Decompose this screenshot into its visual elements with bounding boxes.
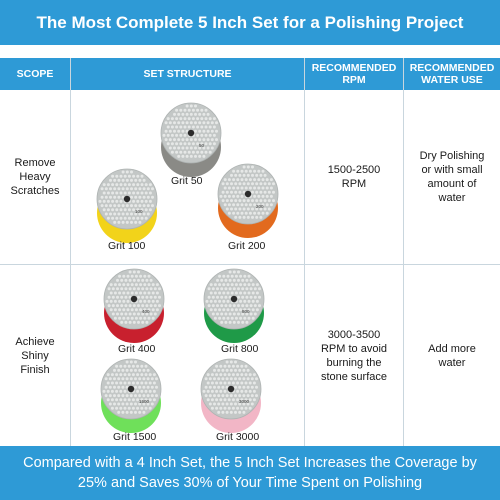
row-divider [0,264,500,265]
pad-center-hole [123,195,131,203]
header-scope: SCOPE [0,58,70,90]
title-banner: The Most Complete 5 Inch Set for a Polis… [0,0,500,45]
pad-dot-texture [98,170,154,224]
row2-water-use: Add more water [428,342,476,369]
pad-grit-number: 50 [199,143,205,148]
pad-grit-number: 1500 [139,399,150,404]
header-set-structure: SET STRUCTURE [71,58,304,90]
column-divider [304,58,305,446]
header-rpm: RECOMMENDED RPM [305,58,403,90]
grit-label: Grit 800 [221,343,259,355]
pad-graphic: 50 [160,102,222,177]
pad-dot-texture [105,270,161,324]
grit-label: Grit 100 [108,240,146,252]
pad-graphic: 800 [203,268,265,343]
footer-banner: Compared with a 4 Inch Set, the 5 Inch S… [0,446,500,500]
row2-scope: Achieve Shiny Finish [15,335,55,376]
page-title: The Most Complete 5 Inch Set for a Polis… [36,12,464,32]
pad-graphic: 100 [96,168,158,243]
footer-text: Compared with a 4 Inch Set, the 5 Inch S… [23,455,477,491]
pad-grit-number: 100 [135,209,143,214]
pad-dot-texture [202,360,258,414]
pad-dot-texture [102,360,158,414]
pad-graphic: 1500 [100,358,162,433]
grit-label: Grit 200 [228,240,266,252]
pad-grit-number: 400 [142,309,150,314]
pad-grit-number: 3000 [239,399,250,404]
pad-center-hole [244,190,252,198]
row2-rpm: 3000-3500 RPM to avoid burning the stone… [320,328,388,383]
pad-graphic: 3000 [200,358,262,433]
grit-label: Grit 3000 [216,431,260,443]
pad-graphic: 400 [103,268,165,343]
pad-graphic: 200 [217,163,279,238]
row1-scope: Remove Heavy Scratches [10,157,60,197]
column-divider [403,58,404,446]
pad-grit-number: 200 [256,204,264,209]
pad-grit-number: 800 [242,309,250,314]
pad-center-hole [227,385,235,393]
pad-center-hole [230,295,238,303]
comparison-table: SCOPE SET STRUCTURE RECOMMENDED RPM RECO… [0,58,500,446]
grit-label: Grit 50 [171,175,203,187]
pad-dot-texture [162,104,218,158]
grit-label: Grit 400 [118,343,156,355]
pad-center-hole [130,295,138,303]
pad-center-hole [127,385,135,393]
pad-dot-texture [205,270,261,324]
header-water-use: RECOMMENDED WATER USE [404,58,500,90]
pad-dot-texture [219,165,275,219]
row1-water-use: Dry Polishing or with small amount of wa… [419,150,485,204]
pad-center-hole [187,129,195,137]
column-divider [70,58,71,446]
row1-rpm: 1500-2500 RPM [327,164,381,190]
grit-label: Grit 1500 [113,431,157,443]
